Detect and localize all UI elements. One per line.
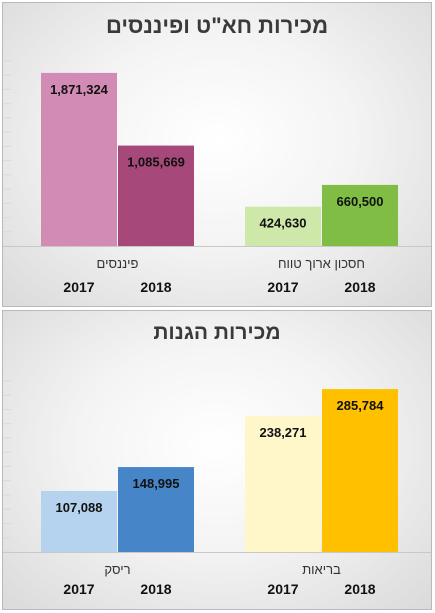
data-label: 1,871,324 — [50, 82, 109, 97]
data-label: 660,500 — [337, 194, 384, 209]
chart-panel-it-finance: מכירות חא"ט ופיננסים 1,871,324 2017 1,085,… — [2, 2, 432, 307]
series-year-label: 2017 — [63, 279, 94, 295]
bar-2017-0 — [41, 490, 117, 552]
bar-2017-1 — [245, 416, 321, 552]
series-year-label: 2017 — [267, 581, 298, 597]
chart-panel-protection: מכירות הגנות 107,088 2017 148,995 2018 ריסק 2… — [2, 310, 432, 610]
category-label: ריסק — [104, 562, 130, 577]
series-year-label: 2018 — [344, 581, 375, 597]
category-label: בריאות — [302, 562, 341, 577]
chart-title: מכירות חא"ט ופיננסים — [105, 13, 329, 38]
series-year-label: 2017 — [63, 581, 94, 597]
bar-2017-0 — [41, 72, 117, 246]
axis-tick-marks — [3, 380, 11, 553]
data-label: 148,995 — [133, 476, 180, 491]
category-label: פיננסים — [97, 256, 139, 271]
data-label: 285,784 — [337, 398, 385, 413]
bar-2018-1 — [322, 389, 398, 552]
category-label: חסכון ארוך טווח — [278, 256, 365, 271]
data-label: 1,085,669 — [127, 155, 185, 170]
chart-title: מכירות הגנות — [153, 321, 281, 344]
series-year-label: 2017 — [267, 279, 298, 295]
chart-it-finance-svg: 1,871,32420171,085,6692018פיננסים424,630… — [3, 60, 431, 295]
series-year-label: 2018 — [344, 279, 375, 295]
bar-2017-1 — [245, 206, 321, 246]
bar-2018-1 — [322, 184, 398, 246]
bar-2018-0 — [118, 145, 194, 246]
data-label: 107,088 — [56, 500, 103, 515]
chart-protection-svg: 107,088 2017 148,995 2018 ריסק 238,271 2017 285… — [3, 380, 431, 597]
data-label: 424,630 — [260, 216, 307, 231]
data-label: 238,271 — [260, 425, 307, 440]
series-year-label: 2018 — [140, 581, 171, 597]
bar-2018-0 — [118, 467, 194, 552]
axis-tick-marks — [3, 60, 11, 247]
series-year-label: 2018 — [140, 279, 171, 295]
